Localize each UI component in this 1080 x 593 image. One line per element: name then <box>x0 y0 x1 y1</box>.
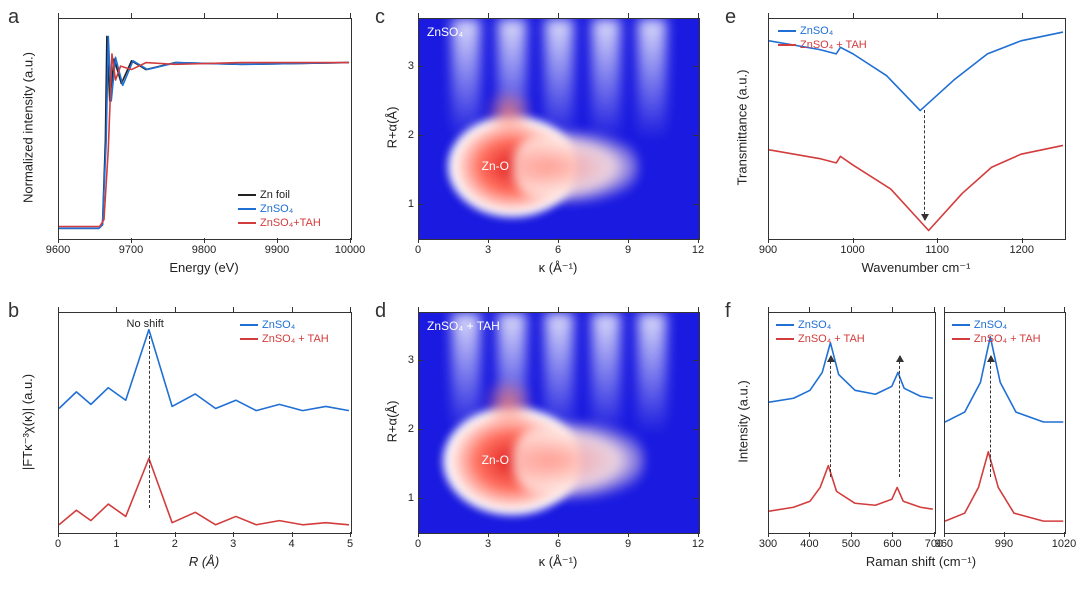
xtick: 1200 <box>1009 244 1033 256</box>
ylabel-b: |FTκ⁻³χ(κ)| (a.u.) <box>20 322 36 522</box>
xtick: 12 <box>692 244 704 256</box>
arrow-peak <box>899 356 900 477</box>
xtick: 0 <box>415 538 421 550</box>
xlabel-c: κ (Å⁻¹) <box>533 260 583 276</box>
xtick: 900 <box>759 244 777 256</box>
legend-item: ZnSO₄ + TAH <box>262 332 329 346</box>
legend-item: ZnSO₄ <box>260 202 293 216</box>
anno-noshift: No shift <box>127 318 164 330</box>
legend: ZnSO₄ZnSO₄ + TAH <box>778 24 867 52</box>
xtick: 300 <box>759 538 777 550</box>
xtick: 1020 <box>1052 538 1076 550</box>
ytick: 1 <box>384 492 414 504</box>
arrow-peak <box>830 356 831 477</box>
xlabel-e: Wavenumber cm⁻¹ <box>851 260 981 276</box>
legend-item: ZnSO₄ + TAH <box>974 332 1041 346</box>
panel-label-c: c <box>375 6 385 29</box>
xtick: 0 <box>55 538 61 550</box>
xtick: 3 <box>230 538 236 550</box>
legend: ZnSO₄ZnSO₄ + TAH <box>776 318 865 346</box>
xtick: 9600 <box>46 244 70 256</box>
ylabel-c: R+α(Å) <box>385 68 400 188</box>
heatmap-title: ZnSO₄ <box>427 25 463 39</box>
arrow-peak <box>990 356 991 477</box>
xtick: 2 <box>172 538 178 550</box>
legend-item: ZnSO₄+TAH <box>260 216 321 230</box>
xtick: 9700 <box>119 244 143 256</box>
xtick: 1100 <box>925 244 949 256</box>
legend: ZnSO₄ZnSO₄ + TAH <box>952 318 1041 346</box>
xtick: 960 <box>935 538 953 550</box>
ylabel-a: Normalized intensity (a.u.) <box>21 28 36 228</box>
panel-label-b: b <box>8 300 19 323</box>
legend-item: ZnSO₄ <box>974 318 1007 332</box>
legend-item: ZnSO₄ <box>798 318 831 332</box>
plot-area: ZnSO₄ + TAH Zn-O <box>418 312 700 534</box>
xtick: 400 <box>800 538 818 550</box>
legend-item: ZnSO₄ <box>800 24 833 38</box>
panel-label-e: e <box>725 6 736 29</box>
ytick: 1 <box>384 198 414 210</box>
heatmap-anno: Zn-O <box>482 159 509 173</box>
legend: Zn foilZnSO₄ZnSO₄+TAH <box>238 188 321 230</box>
legend-item: ZnSO₄ + TAH <box>798 332 865 346</box>
xtick: 6 <box>555 244 561 256</box>
heatmap-anno: Zn-O <box>482 453 509 467</box>
xtick: 6 <box>555 538 561 550</box>
xtick: 990 <box>995 538 1013 550</box>
legend: ZnSO₄ZnSO₄ + TAH <box>240 318 329 346</box>
xtick: 0 <box>415 244 421 256</box>
xlabel-a: Energy (eV) <box>154 260 254 275</box>
ylabel-e: Transmittance (a.u.) <box>735 38 750 218</box>
panel-label-f: f <box>725 300 731 323</box>
xtick: 1 <box>113 538 119 550</box>
xtick: 1000 <box>840 244 864 256</box>
heatmap-title: ZnSO₄ + TAH <box>427 319 500 333</box>
xlabel-f: Raman shift (cm⁻¹) <box>851 554 991 570</box>
xtick: 9 <box>625 538 631 550</box>
xlabel-b: R (Å) <box>179 554 229 569</box>
panel-label-d: d <box>375 300 386 323</box>
plot-area: ZnSO₄ Zn-O <box>418 18 700 240</box>
panel-label-a: a <box>8 6 19 29</box>
xtick: 12 <box>692 538 704 550</box>
xtick: 4 <box>289 538 295 550</box>
xlabel-d: κ (Å⁻¹) <box>533 554 583 570</box>
ylabel-f: Intensity (a.u.) <box>736 337 751 507</box>
xtick: 9900 <box>265 244 289 256</box>
xtick: 600 <box>883 538 901 550</box>
xtick: 9800 <box>192 244 216 256</box>
xtick: 3 <box>485 538 491 550</box>
xtick: 9 <box>625 244 631 256</box>
legend-item: ZnSO₄ <box>262 318 295 332</box>
xtick: 5 <box>347 538 353 550</box>
xtick: 500 <box>842 538 860 550</box>
ylabel-d: R+α(Å) <box>385 362 400 482</box>
xtick: 10000 <box>335 244 366 256</box>
xtick: 3 <box>485 244 491 256</box>
arrow-shift <box>924 110 925 220</box>
legend-item: Zn foil <box>260 188 290 202</box>
legend-item: ZnSO₄ + TAH <box>800 38 867 52</box>
